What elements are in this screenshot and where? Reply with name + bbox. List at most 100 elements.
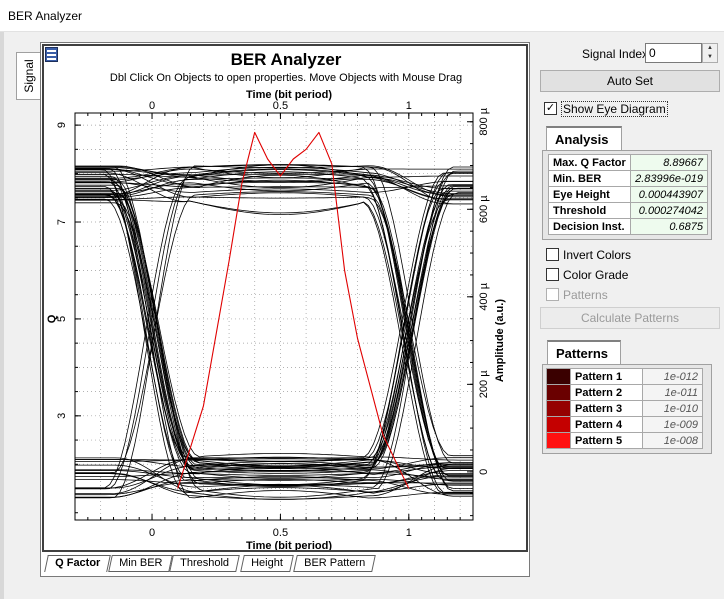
pattern-swatch xyxy=(546,384,571,401)
tab-signal[interactable]: Signal xyxy=(16,52,40,100)
analysis-value: 0.000443907 xyxy=(629,186,709,203)
pattern-name: Pattern 1 xyxy=(570,368,643,385)
analysis-key: Min. BER xyxy=(548,170,631,187)
analysis-row: Threshold 0.000274042 xyxy=(548,202,709,219)
analysis-value: 0.000274042 xyxy=(629,202,709,219)
pattern-value: 1e-010 xyxy=(642,400,703,417)
pattern-row[interactable]: Pattern 4 1e-009 xyxy=(546,416,703,433)
plot-properties-icon[interactable] xyxy=(45,47,58,62)
x-tick-label-top: 1 xyxy=(406,100,412,112)
show-eye-checkbox[interactable]: ✓ xyxy=(544,102,557,115)
calculate-patterns-button[interactable]: Calculate Patterns xyxy=(540,307,720,329)
patterns-table: Pattern 1 1e-012 Pattern 2 1e-011 Pattern … xyxy=(546,368,703,449)
plot-title: BER Analyzer xyxy=(230,50,342,69)
x-axis-label: Time (bit period) xyxy=(246,540,332,552)
analysis-value: 8.89667 xyxy=(629,154,709,171)
pattern-swatch xyxy=(546,368,571,385)
eye-trace xyxy=(75,179,473,482)
tab-q-factor[interactable]: Q Factor xyxy=(44,555,112,572)
eye-trace xyxy=(75,479,473,499)
pattern-row[interactable]: Pattern 1 1e-012 xyxy=(546,368,703,385)
pattern-row[interactable]: Pattern 2 1e-011 xyxy=(546,384,703,401)
x-tick-label-top: 0.5 xyxy=(273,100,288,112)
eye-trace xyxy=(75,181,473,469)
eye-trace xyxy=(75,473,473,493)
tab-height-label: Height xyxy=(251,557,283,569)
eye-trace xyxy=(75,199,473,487)
eye-trace xyxy=(75,459,473,469)
analysis-key: Max. Q Factor xyxy=(548,154,631,171)
tab-min-ber-label: Min BER xyxy=(119,557,163,569)
eye-trace xyxy=(75,172,473,459)
eye-trace xyxy=(75,174,473,482)
patterns-checkbox[interactable] xyxy=(546,288,559,301)
tab-ber-pattern-label: BER Pattern xyxy=(304,557,366,569)
left-window-edge xyxy=(0,32,4,599)
eye-trace xyxy=(75,194,473,468)
invert-colors-label[interactable]: Invert Colors xyxy=(563,248,632,262)
amp-tick-label: 400 µ xyxy=(478,282,490,310)
pattern-swatch xyxy=(546,400,571,417)
analysis-row: Eye Height 0.000443907 xyxy=(548,186,709,203)
signal-index-stepper[interactable]: ▲ ▼ xyxy=(702,43,718,63)
plot-subtitle: Dbl Click On Objects to open properties.… xyxy=(109,72,463,84)
analysis-row: Min. BER 2.83996e-019 xyxy=(548,170,709,187)
eye-trace xyxy=(75,168,473,499)
tab-q-factor-label: Q Factor xyxy=(55,557,101,569)
analysis-row: Decision Inst. 0.6875 xyxy=(548,218,709,235)
x2-axis-label: Time (bit period) xyxy=(246,89,332,101)
eye-trace xyxy=(75,168,473,195)
window-title: BER Analyzer xyxy=(8,9,83,23)
q-tick-label: 9 xyxy=(56,122,68,128)
q-tick-label: 3 xyxy=(56,413,68,419)
patterns-check-label[interactable]: Patterns xyxy=(563,288,608,302)
tab-height[interactable]: Height xyxy=(240,555,294,572)
analysis-key: Eye Height xyxy=(548,186,631,203)
tab-min-ber[interactable]: Min BER xyxy=(108,555,174,572)
analysis-title: Analysis xyxy=(546,126,622,150)
eye-trace xyxy=(75,172,473,489)
amp-axis-label: Amplitude (a.u.) xyxy=(494,299,506,382)
eye-trace xyxy=(75,182,473,461)
invert-colors-checkbox[interactable] xyxy=(546,248,559,261)
pattern-row[interactable]: Pattern 5 1e-008 xyxy=(546,432,703,449)
pattern-row[interactable]: Pattern 3 1e-010 xyxy=(546,400,703,417)
patterns-title: Patterns xyxy=(547,340,621,364)
analysis-key: Threshold xyxy=(548,202,631,219)
window-titlebar: BER Analyzer xyxy=(0,0,724,32)
eye-trace xyxy=(75,466,473,477)
pattern-name: Pattern 5 xyxy=(570,432,643,449)
color-grade-label[interactable]: Color Grade xyxy=(563,268,629,282)
analysis-value: 2.83996e-019 xyxy=(629,170,709,187)
tab-ber-pattern[interactable]: BER Pattern xyxy=(293,555,376,572)
eye-trace xyxy=(75,466,473,478)
stepper-down-icon[interactable]: ▼ xyxy=(707,54,713,60)
amp-tick-label: 800 µ xyxy=(478,107,490,135)
pattern-value: 1e-009 xyxy=(642,416,703,433)
q-factor-curve xyxy=(177,131,410,489)
x-tick-label-top: 0 xyxy=(149,100,155,112)
q-axis-label: Q xyxy=(46,314,58,323)
eye-trace xyxy=(75,173,473,189)
pattern-name: Pattern 2 xyxy=(570,384,643,401)
eye-diagram-chart[interactable]: 0 0 0.5 0.5 1 1 3 5 7 9 0 200 µ 400 µ 600 µ 800 µ Time … xyxy=(40,82,530,556)
amp-tick-label: 200 µ xyxy=(478,370,490,398)
pattern-value: 1e-011 xyxy=(642,384,703,401)
tab-threshold-label: Threshold xyxy=(180,557,230,569)
show-eye-label[interactable]: Show Eye Diagram xyxy=(561,101,668,117)
signal-index-input[interactable] xyxy=(645,43,702,63)
amp-tick-label: 600 µ xyxy=(478,195,490,223)
color-grade-checkbox[interactable] xyxy=(546,268,559,281)
signal-index-label: Signal Index: xyxy=(582,47,652,61)
pattern-swatch xyxy=(546,416,571,433)
eye-trace xyxy=(75,180,473,193)
stepper-up-icon[interactable]: ▲ xyxy=(707,45,713,51)
amp-tick-label: 0 xyxy=(478,469,490,475)
eye-trace xyxy=(75,178,473,468)
tab-threshold[interactable]: Threshold xyxy=(169,555,240,572)
eye-trace xyxy=(75,182,473,477)
pattern-value: 1e-008 xyxy=(642,432,703,449)
analysis-row: Max. Q Factor 8.89667 xyxy=(548,154,709,171)
auto-set-button[interactable]: Auto Set xyxy=(540,70,720,92)
analysis-table: Max. Q Factor 8.89667 Min. BER 2.83996e-01… xyxy=(548,154,709,235)
